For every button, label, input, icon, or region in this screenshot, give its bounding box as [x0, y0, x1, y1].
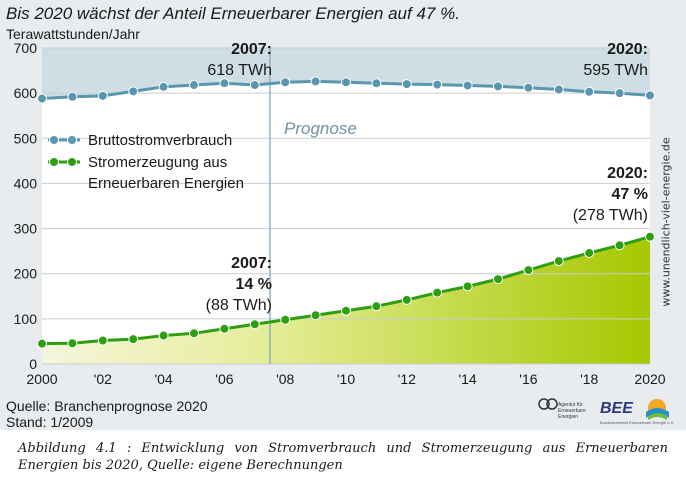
consumption-point — [280, 77, 291, 88]
chart-title: Bis 2020 wächst der Anteil Erneuerbarer … — [6, 4, 460, 23]
x-tick-label: '12 — [398, 371, 416, 387]
renewable-point — [37, 338, 47, 349]
renewable-point — [67, 338, 78, 349]
consumption-point — [614, 88, 625, 99]
legend-swatch-point — [49, 135, 59, 145]
y-tick-label: 0 — [29, 356, 37, 372]
chart-annotation: 618 TWh — [207, 62, 272, 79]
chart-annotation: 14 % — [236, 276, 272, 293]
chart-figure: Bis 2020 wächst der Anteil Erneuerbarer … — [0, 0, 686, 430]
x-tick-label: 2020 — [634, 371, 665, 387]
renewable-point — [341, 305, 351, 316]
x-tick-label: '16 — [519, 371, 537, 387]
consumption-point — [128, 86, 139, 97]
bee-logo: BEE Bundesverband Erneuerbare Energie e.… — [600, 398, 678, 428]
x-tick-label: '02 — [94, 371, 112, 387]
renewable-point — [584, 247, 595, 258]
renewable-point — [645, 231, 655, 242]
renewable-point — [432, 287, 443, 298]
chart-annotation: (278 TWh) — [573, 207, 648, 224]
y-tick-label: 500 — [14, 130, 38, 146]
website-url: www.unendlich-viel-energie.de — [659, 137, 673, 307]
legend-swatch-point — [67, 157, 77, 167]
chart-annotation: 2007: — [231, 41, 272, 58]
consumption-point — [553, 84, 564, 95]
consumption-point — [341, 77, 351, 88]
prognose-label: Prognose — [284, 119, 357, 138]
consumption-point — [158, 81, 169, 92]
chart-plot: 0 100 200 300 400 500 600 700 2000 '02 '04 '06 '08 '1… — [14, 40, 666, 387]
consumption-point — [219, 78, 230, 89]
renewable-point — [401, 294, 412, 305]
renewable-point — [523, 265, 534, 276]
renewable-point — [97, 335, 108, 346]
chart-annotation: (88 TWh) — [206, 297, 272, 314]
renewable-point — [219, 323, 230, 334]
consumption-point — [37, 93, 47, 104]
y-tick-label: 400 — [14, 175, 38, 191]
agentur-logo: Agentur für Erneuerbare Energien — [538, 396, 588, 428]
consumption-point — [432, 79, 443, 90]
y-tick-label: 700 — [14, 40, 38, 56]
renewable-point — [462, 281, 473, 292]
agentur-logo-text: Agentur für Erneuerbare Energien — [558, 402, 586, 420]
renewable-point — [280, 314, 291, 325]
x-tick-label: '10 — [337, 371, 355, 387]
renewable-point — [310, 310, 321, 321]
bee-logo-text: BEE — [600, 400, 633, 417]
renewable-point — [249, 319, 260, 330]
legend-label: Stromerzeugung aus — [88, 154, 227, 171]
chart-annotation: 2020: — [607, 165, 648, 182]
consumption-point — [645, 90, 655, 101]
renewable-point — [371, 301, 382, 312]
y-tick-label: 200 — [14, 266, 38, 282]
renewable-area — [42, 236, 650, 364]
x-tick-label: '18 — [580, 371, 598, 387]
consumption-point — [462, 80, 473, 91]
y-tick-label: 600 — [14, 85, 38, 101]
consumption-point — [401, 79, 412, 90]
consumption-point — [523, 82, 534, 93]
legend-swatch-point — [67, 135, 77, 145]
renewable-point — [553, 256, 564, 267]
consumption-point — [584, 86, 595, 97]
source-line: Quelle: Branchenprognose 2020 — [6, 398, 208, 414]
consumption-point — [371, 78, 382, 89]
renewable-point — [493, 274, 503, 285]
renewable-point — [189, 328, 199, 339]
agentur-logo-icon — [538, 398, 558, 410]
consumption-point — [310, 76, 321, 87]
status-line: Stand: 1/2009 — [6, 414, 94, 430]
consumption-point — [249, 80, 260, 91]
renewable-point — [128, 334, 139, 345]
bee-logo-subtitle: Bundesverband Erneuerbare Energie e.V. — [600, 420, 675, 425]
x-tick-label: '04 — [154, 371, 172, 387]
x-tick-label: '06 — [215, 371, 233, 387]
figure-caption: Abbildung 4.1 : Entwicklung von Stromver… — [18, 441, 668, 473]
y-tick-label: 100 — [14, 311, 38, 327]
chart-annotation: 2007: — [231, 255, 272, 272]
y-axis-label: Terawattstunden/Jahr — [6, 26, 140, 42]
x-tick-label: '08 — [276, 371, 294, 387]
source-note: Quelle: Branchenprognose 2020 Stand: 1/2… — [6, 398, 208, 430]
consumption-point — [493, 81, 503, 92]
chart-annotation: 2020: — [607, 41, 648, 58]
y-tick-label: 300 — [14, 221, 38, 237]
consumption-point — [97, 90, 108, 101]
chart-annotation: 47 % — [612, 186, 648, 203]
chart-annotation: 595 TWh — [583, 62, 648, 79]
consumption-point — [67, 91, 78, 102]
x-tick-label: '14 — [458, 371, 476, 387]
renewable-point — [614, 240, 625, 251]
legend-label: Bruttostromverbrauch — [88, 132, 232, 149]
bee-logo-icon — [646, 399, 669, 420]
legend-swatch-point — [49, 157, 59, 167]
x-tick-label: 2000 — [26, 371, 57, 387]
consumption-point — [189, 80, 199, 91]
legend-label: Erneuerbaren Energien — [88, 175, 244, 192]
renewable-point — [158, 330, 169, 341]
